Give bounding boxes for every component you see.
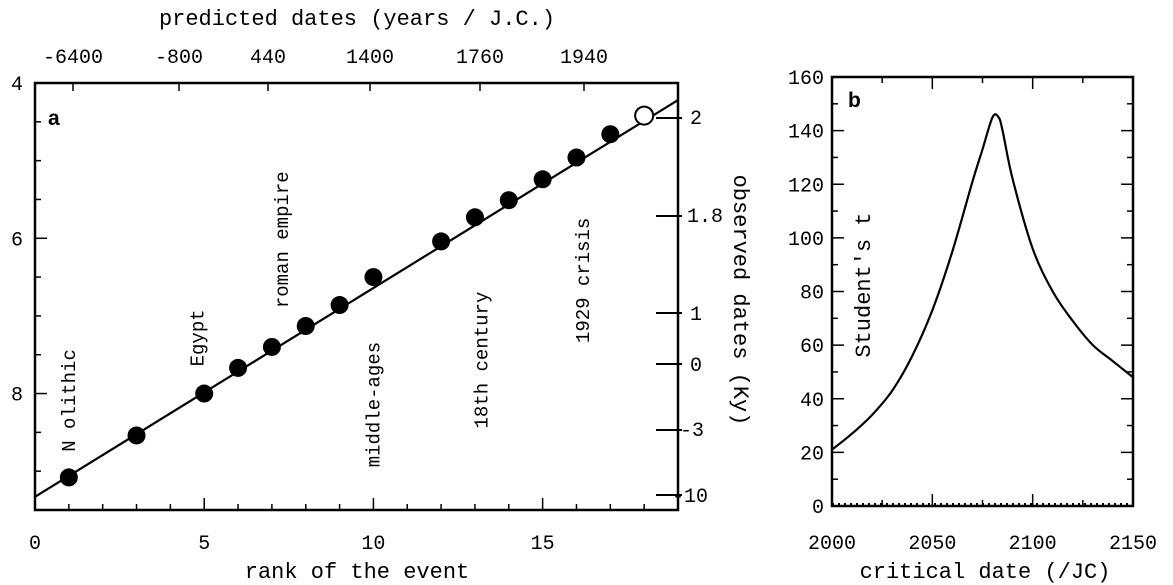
panel-b: critical date (/JC) Student's t b 2000 20… (788, 68, 1157, 585)
event-annotation: Egypt (187, 309, 209, 366)
x-tick-label-a: 15 (531, 533, 555, 556)
y-tick-label-b: 40 (800, 390, 824, 413)
x-axis-title: rank of the event (245, 560, 469, 585)
x-tick-label-b: 2000 (808, 533, 856, 556)
event-point (330, 296, 349, 315)
event-annotation: middle-ages (363, 342, 385, 467)
event-point (127, 426, 146, 445)
top-axis-title: predicted dates (years / J.C.) (159, 7, 555, 32)
right-tick-label: -3 (680, 420, 704, 443)
event-point (296, 317, 315, 336)
right-tick-label: -10 (672, 486, 708, 509)
y-tick-label-b: 0 (812, 497, 824, 520)
predicted-point (634, 105, 655, 126)
right-tick-label: 0 (690, 355, 702, 378)
x-tick-label-b: 2150 (1109, 533, 1157, 556)
top-tick-label: 1940 (560, 47, 608, 70)
event-point (59, 468, 78, 487)
event-point (262, 337, 281, 356)
event-point (364, 268, 383, 287)
event-annotation: 18th century (472, 292, 494, 429)
top-tick-label: 1400 (346, 47, 394, 70)
y-tick-label-b: 140 (788, 122, 824, 145)
top-tick-labels: -6400 -800 440 1400 1760 1940 (43, 47, 608, 70)
right-axis-title: observed dates (Ky) (727, 175, 752, 426)
top-tick-label: -6400 (43, 47, 103, 70)
plot-frame-b (830, 75, 1135, 508)
y-tick-label-a: 6 (11, 229, 23, 252)
right-tick-labels: 2 1.8 1 0 -3 -10 (672, 108, 723, 509)
event-point (229, 358, 248, 377)
top-tick-label: 1760 (456, 47, 504, 70)
y-tick-label-b: 160 (788, 68, 824, 91)
event-annotation: roman empire (272, 171, 294, 308)
event-point (499, 191, 518, 210)
panel-a: predicted dates (years / J.C.) rank of t… (11, 7, 752, 585)
y-tick-label-b: 60 (800, 336, 824, 359)
top-tick-label: 440 (250, 47, 286, 70)
top-tick-label: -800 (155, 47, 203, 70)
y-tick-label-a: 4 (11, 74, 23, 97)
x-tick-label-b: 2100 (1009, 533, 1057, 556)
x-tick-label-b: 2050 (908, 533, 956, 556)
x-tick-label-a: 5 (198, 533, 210, 556)
y-tick-label-b: 120 (788, 175, 824, 198)
event-point (601, 125, 620, 144)
event-annotation: 1929 crisis (573, 218, 595, 343)
event-point (465, 208, 484, 227)
x-axis-title-b: critical date (/JC) (860, 560, 1111, 585)
right-tick-label: 1 (690, 304, 702, 327)
panel-label-a: a (48, 107, 60, 130)
y-tick-label-b: 100 (788, 229, 824, 252)
y-tick-label-a: 8 (11, 385, 23, 408)
y-tick-label-b: 20 (800, 443, 824, 466)
event-annotation: N olithic (59, 349, 81, 452)
right-tick-label: 1.8 (687, 206, 723, 229)
event-point (195, 384, 214, 403)
x-tick-label-a: 10 (361, 533, 385, 556)
event-point (567, 148, 586, 167)
y-axis-title-b: Student's t (852, 212, 877, 357)
event-point (533, 170, 552, 189)
student-t-curve (831, 113, 1134, 451)
y-tick-label-b: 80 (800, 283, 824, 306)
plot-frame-a (33, 81, 680, 512)
right-tick-label: 2 (690, 108, 702, 131)
panel-label-b: b (848, 89, 861, 112)
x-tick-label-a: 0 (29, 533, 41, 556)
event-point (432, 232, 451, 251)
